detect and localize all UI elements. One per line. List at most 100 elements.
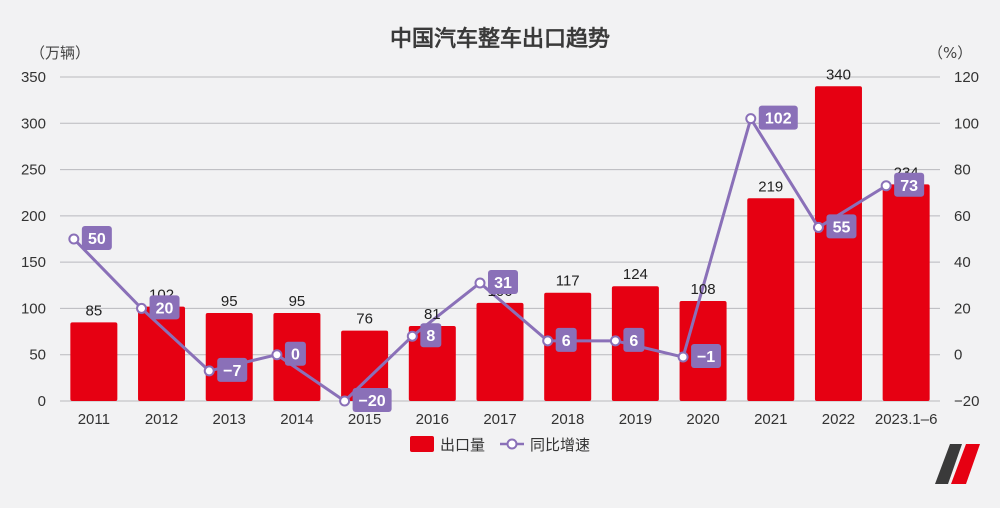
growth-label-box: [149, 295, 180, 320]
x-tick-label: 2017: [483, 411, 516, 428]
data-labels: 85102959576811061171241082193402345020−7…: [81, 66, 925, 412]
legend-bar-label: 出口量: [440, 436, 485, 454]
x-tick-label: 2022: [822, 411, 855, 428]
bar: [814, 86, 862, 401]
right-tick-label: 100: [954, 115, 979, 132]
growth-label: 73: [900, 178, 918, 195]
growth-label: 55: [833, 219, 851, 236]
x-tick-label: 2014: [280, 411, 313, 428]
x-tick-label: 2023.1–6: [875, 411, 938, 428]
right-axis-unit: （%）: [928, 44, 972, 62]
growth-point: [68, 233, 80, 245]
bar: [205, 313, 253, 401]
bar: [70, 322, 118, 401]
left-tick-label: 200: [21, 208, 46, 225]
growth-label: 0: [291, 347, 300, 364]
x-tick-label: 2016: [416, 411, 449, 428]
bar: [341, 330, 389, 401]
bar-value-label: 81: [424, 306, 441, 323]
bar-value-label: 117: [556, 273, 580, 290]
growth-label: 6: [562, 333, 571, 350]
growth-label: −1: [697, 349, 715, 366]
growth-point: [339, 395, 351, 407]
growth-point: [542, 335, 554, 347]
left-tick-label: 50: [29, 347, 46, 364]
left-tick-label: 250: [21, 162, 46, 179]
legend-line-marker: [506, 438, 518, 450]
left-tick-label: 300: [21, 115, 46, 132]
logo-mark-dark: [935, 444, 962, 484]
growth-label-box: [758, 105, 798, 130]
x-tick-label: 2021: [754, 411, 787, 428]
x-tick-label: 2012: [145, 411, 178, 428]
growth-point: [677, 351, 689, 363]
growth-label-box: [691, 344, 722, 369]
left-axis-unit: （万辆）: [30, 44, 90, 62]
left-tick-label: 350: [21, 69, 46, 86]
growth-label-box: [217, 357, 248, 382]
bar: [138, 306, 186, 401]
growth-label: 6: [629, 333, 638, 350]
growth-label-box: [488, 269, 518, 294]
growth-label: 20: [156, 300, 174, 317]
growth-label: −20: [359, 393, 386, 410]
growth-label-box: [894, 172, 925, 197]
growth-label-box: [284, 341, 306, 366]
growth-label: 50: [88, 231, 106, 248]
growth-point: [880, 180, 892, 192]
growth-point: [609, 335, 621, 347]
x-tick-label: 2011: [78, 411, 110, 428]
x-tick-label: 2018: [551, 411, 584, 428]
right-tick-label: 40: [954, 254, 971, 271]
right-tick-label: 20: [954, 300, 971, 317]
left-tick-label: 100: [21, 300, 46, 317]
bar-value-label: 219: [758, 178, 783, 195]
growth-label: 31: [494, 275, 512, 292]
brand-logo: [935, 444, 980, 484]
growth-label-box: [555, 327, 577, 352]
bar-value-label: 95: [289, 293, 306, 310]
right-tick-label: −20: [954, 393, 979, 410]
right-tick-label: 0: [954, 347, 962, 364]
chart-title: 中国汽车整车出口趋势: [390, 26, 610, 52]
bar-series: [70, 86, 930, 401]
bar: [747, 198, 795, 401]
growth-point: [474, 277, 486, 289]
right-tick-label: 60: [954, 208, 971, 225]
right-tick-label: 80: [954, 162, 971, 179]
bar-value-label: 76: [356, 311, 373, 328]
x-tick-label: 2019: [619, 411, 652, 428]
bar: [476, 302, 524, 401]
left-tick-label: 0: [38, 393, 46, 410]
growth-point: [406, 330, 418, 342]
logo-mark-red: [951, 444, 980, 484]
x-tick-label: 2015: [348, 411, 381, 428]
growth-point: [745, 113, 757, 125]
growth-point: [203, 365, 215, 377]
growth-label-box: [420, 323, 442, 348]
legend-line-label: 同比增速: [530, 436, 590, 454]
bar-value-label: 108: [691, 281, 716, 298]
x-tick-label: 2013: [213, 411, 246, 428]
growth-point: [812, 221, 824, 233]
growth-label-box: [352, 388, 392, 412]
bar-value-label: 95: [221, 293, 238, 310]
right-tick-label: 120: [954, 69, 979, 86]
bar: [882, 184, 930, 401]
x-tick-label: 2020: [686, 411, 719, 428]
line-series: [68, 113, 892, 407]
bar-value-label: 85: [86, 302, 103, 319]
growth-label-box: [623, 327, 645, 352]
growth-label: 102: [765, 111, 792, 128]
bar-value-label: 340: [826, 66, 851, 83]
growth-label: −7: [223, 363, 241, 380]
growth-point: [271, 349, 283, 361]
axes: 050100150200250300350−200204060801001202…: [21, 69, 979, 428]
legend-bar-swatch: [410, 436, 434, 452]
growth-point: [136, 302, 148, 314]
legend: 出口量 同比增速: [410, 436, 590, 454]
growth-label: 8: [426, 328, 435, 345]
growth-label-box: [826, 214, 857, 239]
